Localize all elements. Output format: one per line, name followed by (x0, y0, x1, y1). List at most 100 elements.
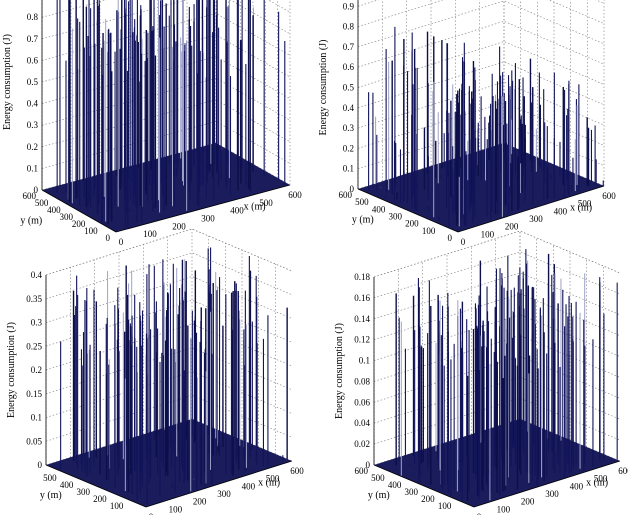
z-tick-label: 0.6 (27, 55, 39, 65)
x-tick-label: 100 (169, 504, 183, 514)
grid-line (373, 335, 621, 382)
z-tick-label: 0.7 (343, 42, 355, 52)
grid-walls (357, 0, 605, 190)
z-axis-title: Energy consumption (J) (2, 34, 13, 130)
y-tick-label: 300 (77, 487, 91, 497)
x-tick-label: 0 (461, 237, 466, 247)
bar-series (395, 249, 618, 502)
grid-walls (373, 230, 621, 466)
y-tick-label: 600 (23, 191, 37, 201)
grid-line (45, 299, 293, 347)
z-tick-label: 0.2 (31, 365, 42, 375)
z-tick-label: 0.3 (27, 120, 39, 130)
grid-line (357, 0, 605, 27)
grid-line (45, 276, 293, 323)
y-tick-label: 200 (405, 219, 419, 229)
y-tick-label: 100 (110, 501, 124, 511)
grid-line (45, 228, 293, 276)
grid-line (373, 314, 621, 361)
z-tick-label: 0.05 (26, 436, 42, 446)
y-tick-label: 500 (43, 473, 57, 483)
y-tick-label: 400 (60, 480, 74, 490)
y-axis-line (373, 464, 475, 508)
z-tick-label: 0.5 (27, 77, 39, 87)
grid-line (373, 251, 621, 299)
z-tick-label: 0.1 (27, 163, 38, 173)
x-tick-label: 0 (149, 512, 154, 515)
z-tick-label: 0.3 (31, 318, 43, 328)
z-tick-label: 0.1 (31, 413, 42, 423)
x-tick-label: 200 (193, 497, 207, 507)
z-tick-label: 0.12 (354, 335, 370, 345)
grid-line (373, 397, 621, 445)
grid-line (45, 394, 293, 442)
x-tick-label: 600 (288, 190, 302, 200)
x-axis-title: x (m) (586, 477, 608, 488)
y-axis-line (41, 189, 117, 233)
floor-surface (358, 143, 604, 232)
y-tick-label: 300 (405, 487, 419, 497)
y-tick-label: 200 (72, 219, 86, 229)
y-axis-title: y (m) (368, 490, 390, 501)
z-axis-title: Energy consumption (J) (334, 323, 345, 419)
x-axis-title: x (m) (258, 477, 280, 488)
x-tick-label: 600 (602, 191, 616, 201)
x-tick-label: 300 (545, 489, 559, 499)
y-tick-label: 100 (422, 226, 436, 236)
z-tick-label: 0.08 (354, 376, 370, 386)
x-tick-label: 500 (266, 474, 280, 484)
y-tick-label: 600 (339, 190, 353, 200)
grid-line (45, 371, 293, 418)
z-tick-label: 0.04 (354, 418, 370, 428)
x-axis-title: x (m) (244, 202, 266, 213)
x-tick-label: 0 (119, 237, 124, 247)
grid-line (357, 0, 605, 7)
bar-series (60, 247, 288, 504)
z-axis-title: Energy consumption (J) (318, 40, 329, 136)
y-axis-title: y (m) (40, 490, 62, 501)
x-tick-label: 300 (217, 489, 231, 499)
x-tick-label: 400 (230, 206, 244, 216)
grid-line (41, 56, 291, 104)
grid-line (373, 272, 621, 320)
y-tick-label: 400 (388, 480, 402, 490)
x-tick-label: 100 (497, 504, 511, 514)
y-tick-label: 400 (372, 204, 386, 214)
x-axis-line (457, 185, 605, 233)
z-tick-label: 0.14 (354, 314, 370, 324)
z-tick-label: 0.2 (343, 143, 354, 153)
x-tick-label: 200 (521, 497, 535, 507)
z-tick-label: 0 (38, 460, 43, 470)
y-tick-label: 100 (438, 501, 452, 511)
z-tick-label: 0.9 (27, 0, 39, 1)
subplot-bottom-left: 010020030040050060010020030040050000.050… (6, 228, 304, 515)
y-tick-label: 300 (60, 212, 74, 222)
z-tick-label: 0.02 (354, 439, 370, 449)
y-tick-label: 600 (355, 466, 369, 476)
z-tick-label: 0.5 (343, 83, 355, 93)
z-tick-label: 0.4 (27, 99, 39, 109)
grid-line (45, 323, 293, 371)
x-axis-line (115, 184, 291, 233)
y-tick-label: 200 (93, 494, 107, 504)
grid-line (45, 347, 293, 395)
y-tick-label: 0 (448, 233, 453, 243)
grid-line (373, 356, 621, 403)
x-axis-line (473, 460, 621, 508)
x-tick-label: 200 (505, 222, 519, 232)
y-tick-label: 500 (355, 197, 369, 207)
x-tick-label: 400 (242, 481, 256, 491)
x-tick-label: 300 (201, 214, 215, 224)
x-tick-label: 500 (259, 198, 273, 208)
z-tick-label: 0.35 (26, 294, 42, 304)
z-tick-label: 0.8 (27, 12, 39, 22)
z-tick-label: 0.4 (343, 103, 355, 113)
x-tick-label: 500 (578, 199, 592, 209)
y-tick-label: 300 (389, 212, 403, 222)
y-tick-label: 0 (106, 233, 111, 243)
bar-series (368, 26, 604, 228)
z-tick-label: 0.1 (359, 356, 370, 366)
x-tick-label: 200 (172, 221, 186, 231)
grid-line (373, 293, 621, 340)
